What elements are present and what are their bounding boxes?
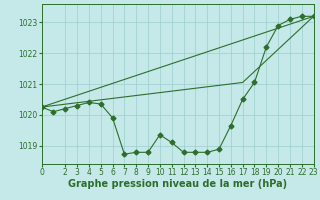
X-axis label: Graphe pression niveau de la mer (hPa): Graphe pression niveau de la mer (hPa) <box>68 179 287 189</box>
